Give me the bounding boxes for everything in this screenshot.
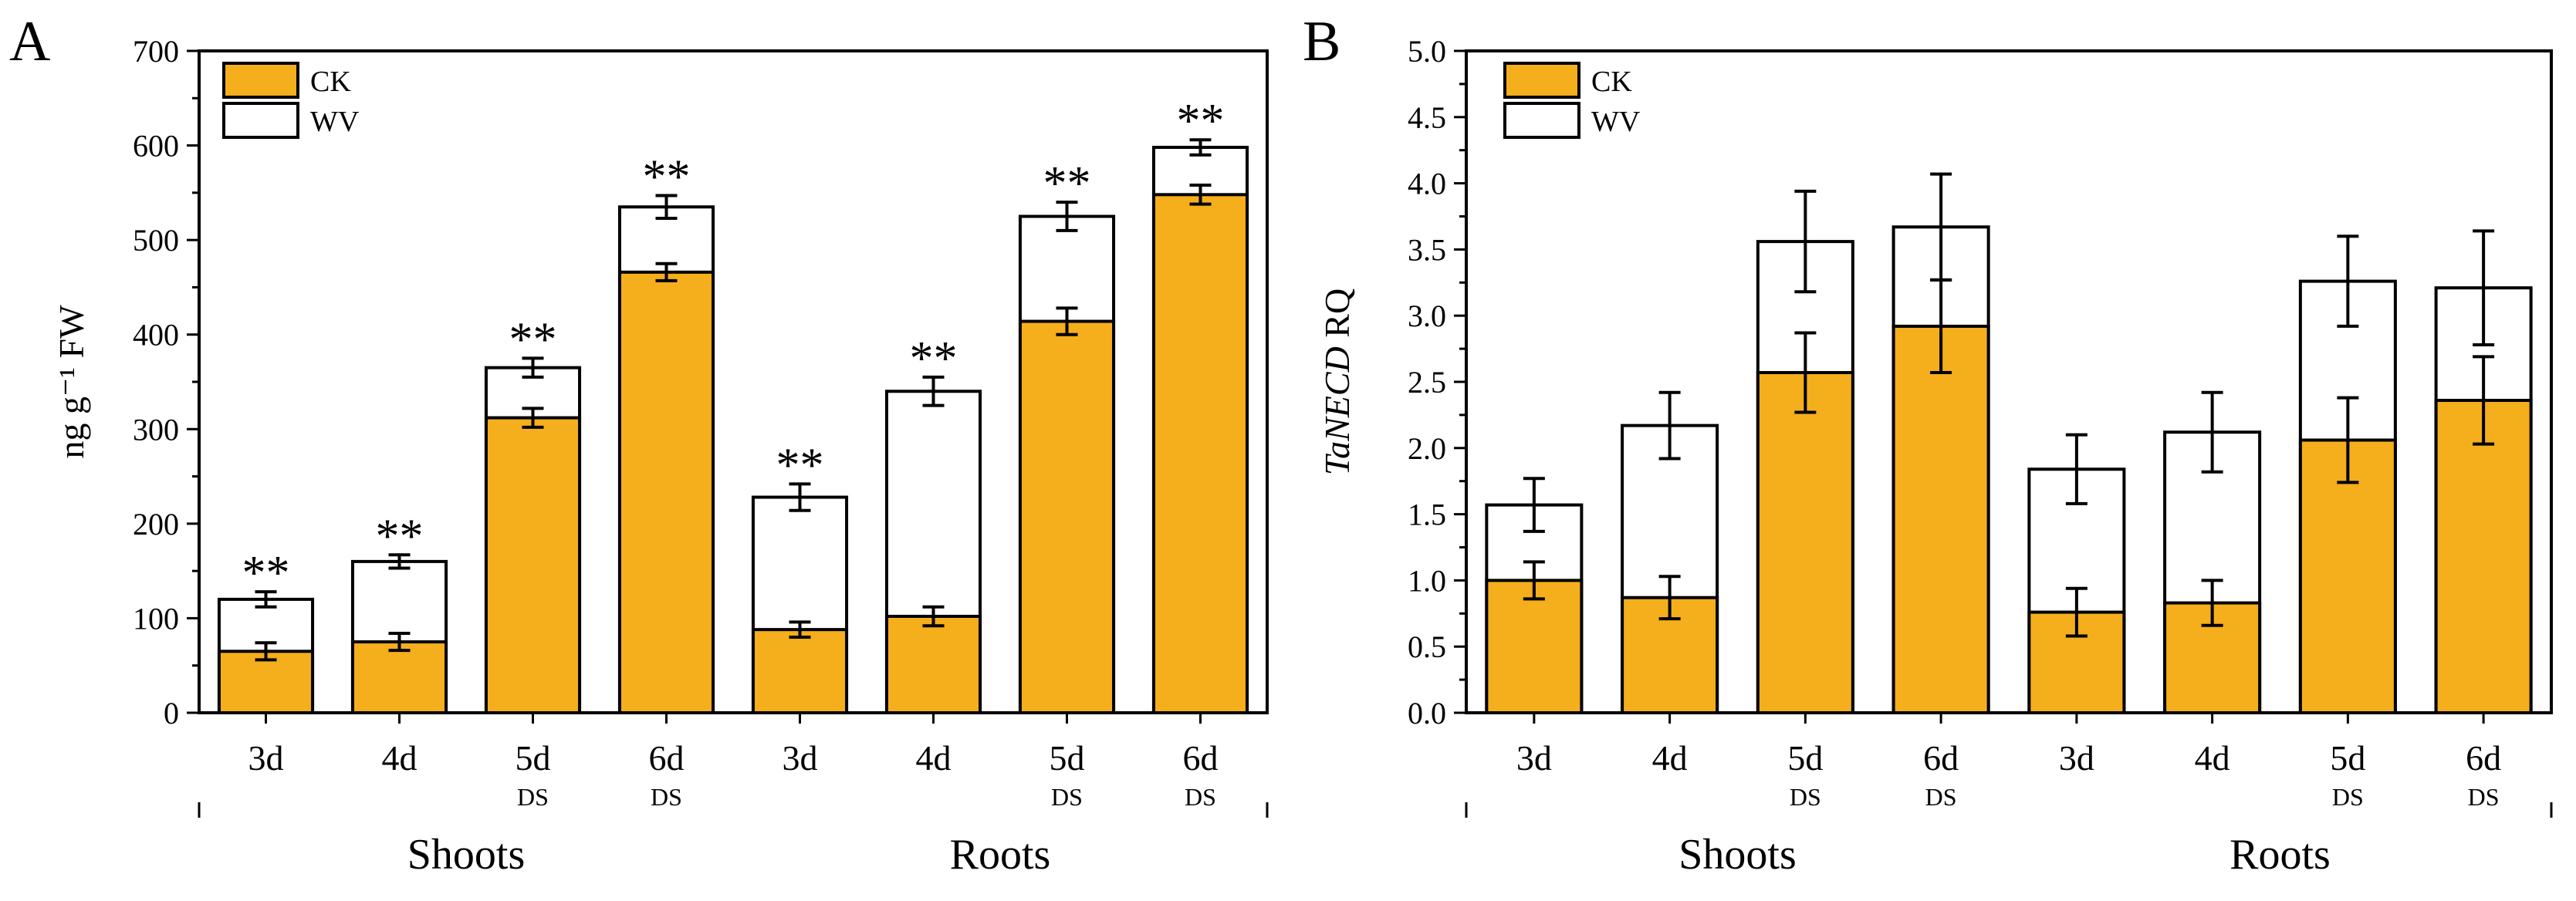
- x-sublabel: DS: [2468, 783, 2500, 811]
- y-axis-title: ng g⁻¹ FW: [52, 305, 91, 459]
- x-category-label: 4d: [2195, 738, 2230, 778]
- y-tick-label: 300: [133, 412, 179, 447]
- y-tick-label: 3.0: [1408, 299, 1446, 333]
- legend-label-ck: CK: [1591, 66, 1632, 98]
- x-category-label: 6d: [2466, 738, 2501, 778]
- plot-frame: [198, 49, 1269, 714]
- y-tick-label: 5.0: [1408, 34, 1446, 69]
- y-tick-label: 200: [133, 507, 179, 542]
- y-tick-label: 0.5: [1408, 629, 1446, 664]
- plot-frame: [1465, 49, 2553, 714]
- x-category-label: 3d: [2059, 738, 2094, 778]
- significance-mark: **: [1177, 95, 1225, 147]
- x-category-label: 6d: [1923, 738, 1959, 778]
- y-axis-title: TaNECD RQ: [1317, 289, 1357, 475]
- x-category-label: 4d: [382, 738, 418, 778]
- x-category-label: 5d: [2330, 738, 2365, 778]
- group-label-shoots: Shoots: [407, 831, 526, 879]
- bar-ck: [751, 628, 849, 714]
- x-sublabel: DS: [517, 783, 549, 811]
- y-axis-title-gene: TaNECD: [1317, 346, 1357, 475]
- y-tick-label: 600: [133, 129, 179, 164]
- y-tick-label: 2.0: [1408, 431, 1446, 466]
- x-sublabel: DS: [1051, 783, 1083, 811]
- x-sublabel: DS: [651, 783, 682, 811]
- y-tick-label: 1.5: [1408, 498, 1446, 532]
- x-category-label: 3d: [783, 738, 818, 778]
- x-category-label: 4d: [1652, 738, 1688, 778]
- x-category-label: 5d: [1787, 738, 1823, 778]
- legend-label-ck: CK: [310, 66, 351, 98]
- y-tick-label: 0.0: [1408, 696, 1446, 731]
- bar-ck: [484, 416, 582, 714]
- y-tick-label: 400: [133, 318, 179, 353]
- y-axis-title-unit: RQ: [1317, 289, 1357, 346]
- x-category-label: 5d: [1050, 738, 1085, 778]
- x-sublabel: DS: [1925, 783, 1957, 811]
- legend-label-wv: WV: [1591, 106, 1641, 138]
- x-category-label: 5d: [516, 738, 551, 778]
- significance-mark: **: [776, 439, 824, 491]
- y-tick-label: 700: [133, 34, 179, 69]
- y-tick-label: 100: [133, 601, 179, 636]
- significance-mark: **: [242, 547, 290, 599]
- legend-swatch-wv: [1503, 102, 1580, 139]
- legend-swatch-ck: [1503, 62, 1580, 99]
- y-tick-label: 4.5: [1408, 100, 1446, 135]
- legend-swatch-ck: [222, 62, 299, 99]
- significance-mark: **: [376, 510, 424, 562]
- significance-mark: **: [1043, 157, 1091, 210]
- x-category-label: 4d: [916, 738, 952, 778]
- significance-mark: **: [910, 332, 958, 385]
- x-sublabel: DS: [1790, 783, 1821, 811]
- y-tick-label: 3.5: [1408, 232, 1446, 267]
- bar-ck: [884, 614, 982, 715]
- significance-mark: **: [643, 151, 691, 204]
- group-label-roots: Roots: [950, 831, 1051, 879]
- y-tick-label: 4.0: [1408, 167, 1446, 201]
- bar-ck: [1018, 319, 1116, 714]
- y-tick-label: 0: [164, 696, 179, 731]
- x-sublabel: DS: [1185, 783, 1216, 811]
- panel-a: A 0 100 200 300 400 500 600 700 ng g⁻¹ FW ** ** ** **…: [9, 10, 1269, 879]
- bar-ck: [1151, 193, 1249, 714]
- group-label-roots: Roots: [2229, 831, 2331, 879]
- y-tick-label: 2.5: [1408, 365, 1446, 400]
- x-category-label: 3d: [1516, 738, 1552, 778]
- legend-swatch-wv: [222, 102, 299, 139]
- bar-ck: [617, 270, 715, 714]
- bar-ck: [1756, 370, 1854, 714]
- x-category-label: 6d: [1183, 738, 1219, 778]
- y-tick-label: 1.0: [1408, 563, 1446, 598]
- group-label-shoots: Shoots: [1678, 831, 1797, 879]
- significance-mark: **: [509, 313, 557, 366]
- panel-b: B 0.0 0.5 1.0 1.5 2.0 2.5 3.0 3.5 4.0 4.5 5.0 TaNECD…: [1303, 10, 2553, 879]
- panel-letter: A: [9, 10, 50, 73]
- x-sublabel: DS: [2332, 783, 2364, 811]
- y-tick-label: 500: [133, 223, 179, 258]
- bar-ck: [1891, 324, 1990, 714]
- x-category-label: 6d: [649, 738, 685, 778]
- bar-ck: [2434, 399, 2533, 714]
- legend-label-wv: WV: [310, 106, 360, 138]
- x-category-label: 3d: [248, 738, 284, 778]
- panel-letter: B: [1303, 10, 1340, 73]
- bar-ck: [350, 640, 448, 714]
